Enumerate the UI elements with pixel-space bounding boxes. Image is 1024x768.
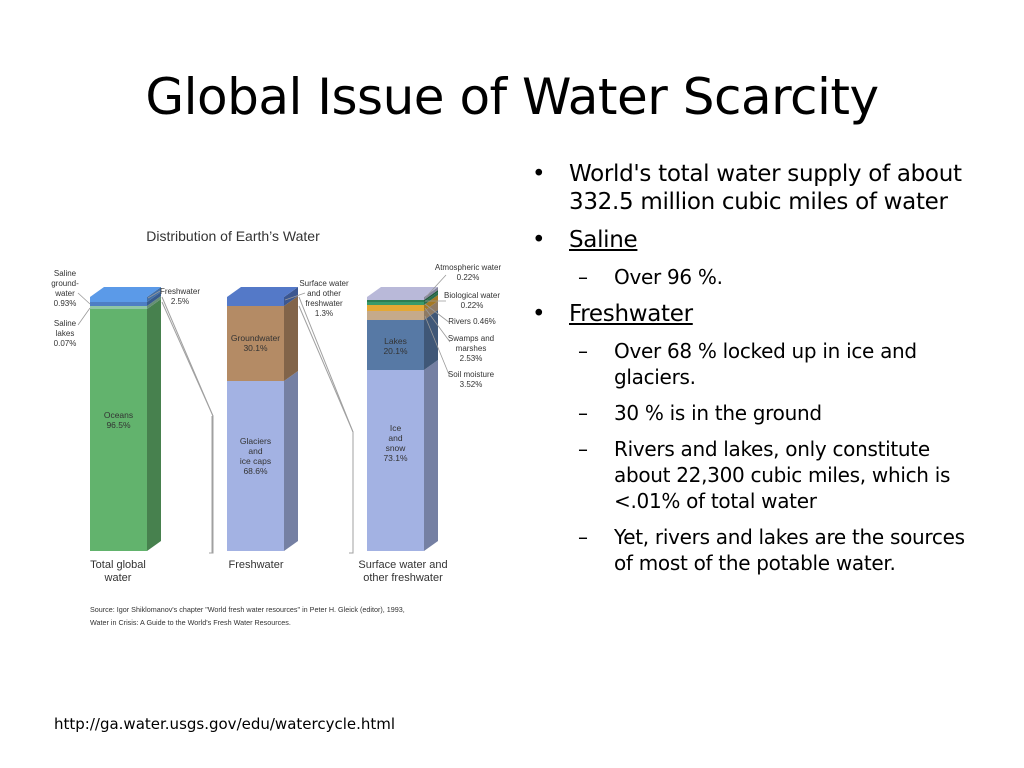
segment-label: Ice and snow 73.1% — [383, 423, 408, 463]
bullet-text: 30 % is in the ground — [614, 401, 822, 425]
bar-segment-atmospheric-side — [424, 287, 438, 300]
source-url: http://ga.water.usgs.gov/edu/watercycle.… — [54, 715, 396, 733]
bar-segment-saline-lakes-side — [147, 296, 161, 309]
bar-segment-swamps — [367, 305, 424, 311]
chart-title: Distribution of Earth’s Water — [146, 228, 320, 244]
callout-label: Saline ground-water 0.93% — [51, 269, 79, 308]
category-label: Total global water — [90, 559, 146, 584]
sub-bullet-item: – Rivers and lakes, only constitute about… — [528, 436, 968, 514]
bar-segment-biological-side — [424, 290, 438, 302]
bullet-text: Rivers and lakes, only constitute about … — [614, 437, 951, 513]
callout-label: Rivers 0.46% — [448, 317, 496, 326]
bullet-dot-icon: • — [532, 161, 546, 187]
callout-label: Atmospheric water 0.22% — [435, 263, 502, 282]
bullet-text: World's total water supply of about 332.… — [569, 161, 962, 215]
bar-segment-freshwater-top — [90, 287, 161, 297]
callout-label: Surface water and other freshwater 1.3% — [299, 279, 349, 318]
bar-segment-atmospheric — [367, 297, 424, 300]
slide-title: Global Issue of Water Scarcity — [145, 68, 879, 126]
bullet-dash-icon: – — [578, 339, 588, 363]
callout-label: Soil moisture 3.52% — [448, 370, 495, 389]
bullet-text: Over 96 %. — [614, 265, 723, 289]
bullet-dash-icon: – — [578, 437, 588, 461]
sub-bullet-item: – Over 68 % locked up in ice and glaciers… — [528, 338, 968, 390]
callout-label: Freshwater 2.5% — [160, 287, 200, 306]
bullet-item: • Saline — [528, 226, 968, 254]
callout-leader-line — [424, 303, 451, 324]
bar-segment-surface-side — [284, 287, 298, 306]
category-label: Freshwater — [228, 559, 283, 571]
bar-segment-oceans-side — [147, 299, 161, 551]
callout-label: Biological water 0.22% — [444, 291, 500, 310]
segment-label: Oceans 96.5% — [104, 410, 133, 430]
bar-segment-glaciers — [227, 381, 284, 551]
bar-segment-lakes-side — [424, 310, 438, 370]
segment-label: Groundwater 30.1% — [231, 333, 280, 353]
bar-segment-glaciers-side — [284, 371, 298, 551]
chart-svg: Distribution of Earth’s Water Oceans 96.5%… — [51, 228, 502, 627]
bar-segment-swamps-side — [424, 295, 438, 311]
callout-leader-line — [77, 292, 91, 305]
category-label: Surface water and other freshwater — [358, 559, 447, 584]
callout-leader-line — [77, 307, 91, 326]
bar-segment-ice-snow — [367, 370, 424, 551]
bar-segment-soil-side — [424, 301, 438, 320]
bar-segment-saline-lakes — [90, 306, 147, 309]
bar-segment-lakes — [367, 320, 424, 370]
callout-leader-line — [147, 290, 161, 299]
callout-leader-line — [424, 315, 451, 378]
callout-label: Swamps and marshes 2.53% — [448, 334, 494, 363]
bracket-connector — [298, 296, 354, 554]
water-distribution-chart: Distribution of Earth’s Water Oceans 96.5%… — [40, 218, 510, 638]
bar-segment-soil — [367, 311, 424, 320]
segment-label: Glaciers and ice caps 68.6% — [240, 436, 271, 476]
bar-segment-biological — [367, 300, 424, 302]
sub-bullet-item: – 30 % is in the ground — [528, 400, 968, 426]
callout-leader-line — [424, 307, 451, 343]
bracket-connector — [161, 296, 214, 554]
sub-bullet-item: – Yet, rivers and lakes are the sources o… — [528, 524, 968, 576]
bullet-dash-icon: – — [578, 265, 588, 289]
callout-leader-line — [284, 292, 306, 301]
bullet-dash-icon: – — [578, 401, 588, 425]
bracket-connector — [161, 301, 214, 417]
bar-segment-rivers — [367, 302, 424, 305]
bar-segment-ice-snow-side — [424, 360, 438, 551]
bar-segment-oceans — [90, 309, 147, 551]
bullet-dot-icon: • — [532, 301, 546, 327]
bar-segment-saline-ground — [90, 302, 147, 306]
callout-leader-line — [424, 274, 447, 299]
bullet-text: Over 68 % locked up in ice and glaciers. — [614, 339, 917, 389]
bar-segment-surface — [227, 297, 284, 306]
bar-segment-surface-top — [227, 287, 298, 297]
bullet-text: Saline — [569, 227, 638, 253]
bracket-connector — [298, 305, 354, 433]
bar-segment-groundwater — [227, 306, 284, 381]
bar-segment-atmospheric-top — [367, 287, 438, 297]
bar-segment-saline-ground-side — [147, 292, 161, 306]
bullet-dash-icon: – — [578, 525, 588, 549]
segment-label: Lakes 20.1% — [383, 336, 408, 356]
bar-segment-freshwater — [90, 297, 147, 302]
bullet-text: Yet, rivers and lakes are the sources of… — [614, 525, 965, 575]
sub-bullet-item: – Over 96 %. — [528, 264, 968, 290]
bullet-text: Freshwater — [569, 301, 693, 327]
callout-label: Saline lakes 0.07% — [54, 319, 77, 348]
bullet-dot-icon: • — [532, 227, 546, 253]
bullet-item: • Freshwater — [528, 300, 968, 328]
bar-segment-rivers-side — [424, 292, 438, 305]
source-note: Source: Igor Shiklomanov's chapter "Worl… — [90, 605, 405, 614]
source-note: Water in Crisis: A Guide to the World's … — [90, 618, 291, 627]
bullet-list: • World's total water supply of about 332… — [528, 160, 968, 586]
bar-segment-groundwater-side — [284, 296, 298, 381]
bullet-item: • World's total water supply of about 332… — [528, 160, 968, 216]
